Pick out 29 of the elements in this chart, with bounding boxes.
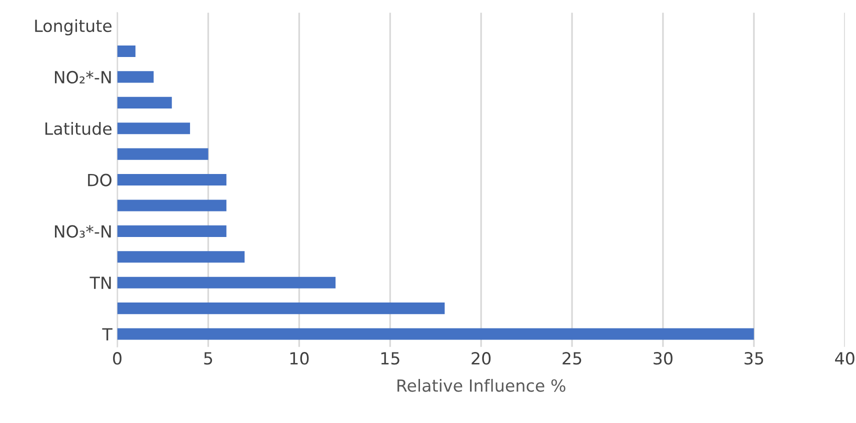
x-tick-label: 30 — [654, 352, 672, 365]
y-tick-label: TN — [90, 276, 111, 289]
x-tick-label: 5 — [204, 352, 212, 365]
bar — [117, 251, 245, 263]
x-tick-label: 40 — [835, 352, 854, 365]
bar — [117, 276, 336, 288]
x-tick-label: 25 — [562, 352, 582, 365]
x-tick-label: 35 — [744, 352, 764, 365]
bar — [117, 148, 208, 160]
x-tick-label: 0 — [113, 352, 122, 365]
x-tick-label: 10 — [290, 352, 309, 365]
bar — [117, 174, 226, 186]
y-tick-label: NO₂*-N — [54, 70, 111, 84]
bar — [117, 328, 754, 340]
y-tick-label: DO — [88, 174, 112, 186]
bar — [117, 200, 226, 212]
bar — [117, 96, 172, 108]
y-tick-label: T — [102, 328, 112, 340]
bar — [117, 302, 445, 314]
y-tick-label: NO₃*-N — [54, 225, 111, 238]
bar — [117, 225, 226, 237]
y-tick-label: Longitute — [35, 19, 112, 36]
x-tick-label: 20 — [472, 352, 491, 365]
x-axis-title: Relative Influence % — [398, 378, 566, 392]
x-tick-label: 15 — [381, 352, 400, 365]
bar — [117, 71, 154, 83]
bar — [117, 122, 190, 134]
y-tick-label: Latitude — [45, 122, 112, 135]
bar — [117, 45, 136, 58]
